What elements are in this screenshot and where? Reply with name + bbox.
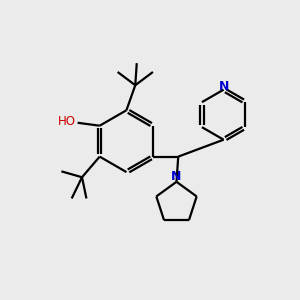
Text: N: N [218, 80, 229, 93]
Text: N: N [171, 170, 182, 183]
Text: HO: HO [58, 115, 76, 128]
